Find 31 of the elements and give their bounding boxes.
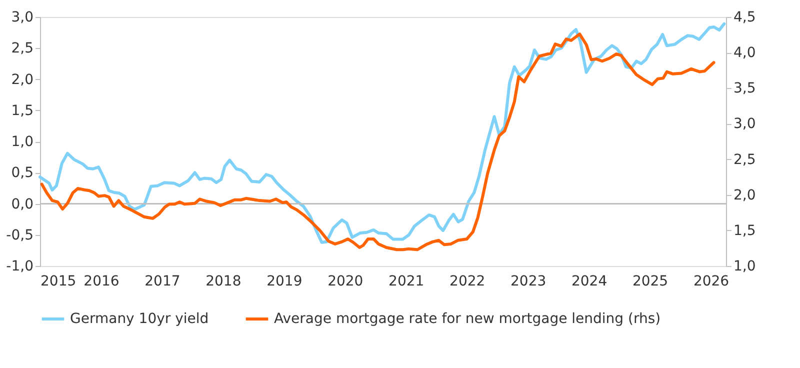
- y-tick-label: -1,0: [6, 258, 34, 274]
- y-tick-label: 2,5: [11, 40, 34, 57]
- x-tick-label: 2025: [632, 274, 668, 290]
- y-tick-label: 1,5: [11, 102, 34, 119]
- y2-tick-label: 2,0: [734, 187, 756, 204]
- x-tick-label: 2015: [40, 274, 76, 290]
- x-tick-label: 2023: [510, 274, 546, 290]
- x-tick-label: 2018: [206, 274, 242, 290]
- legend-label: Average mortgage rate for new mortgage lending (rhs): [274, 311, 661, 327]
- y-tick-label: -0,5: [6, 227, 34, 244]
- x-tick-label: 2021: [388, 274, 424, 290]
- y2-tick-label: 3,0: [734, 116, 756, 132]
- y2-tick-label: 1,0: [734, 258, 756, 274]
- x-tick-label: 2020: [328, 274, 364, 290]
- x-tick-label: 2024: [571, 274, 608, 290]
- legend-label: Germany 10yr yield: [70, 311, 209, 327]
- x-tick-label: 2019: [266, 274, 302, 290]
- y-tick-label: 3,0: [11, 10, 34, 26]
- y-tick-label: 1,0: [11, 134, 34, 150]
- y-tick-label: 0,0: [11, 196, 34, 212]
- y-tick-label: 2,0: [11, 72, 34, 88]
- y2-tick-label: 1,5: [734, 222, 756, 239]
- y2-tick-label: 4,0: [734, 45, 756, 62]
- y2-tick-label: 2,5: [734, 152, 756, 168]
- y-tick-label: 0,5: [11, 165, 34, 182]
- x-tick-label: 2017: [144, 274, 180, 290]
- y2-tick-label: 3,5: [734, 80, 756, 97]
- y2-tick-label: 4,5: [734, 10, 756, 26]
- x-tick-label: 2016: [84, 274, 120, 290]
- x-tick-label: 2026: [693, 274, 730, 290]
- x-tick-label: 2022: [450, 274, 486, 290]
